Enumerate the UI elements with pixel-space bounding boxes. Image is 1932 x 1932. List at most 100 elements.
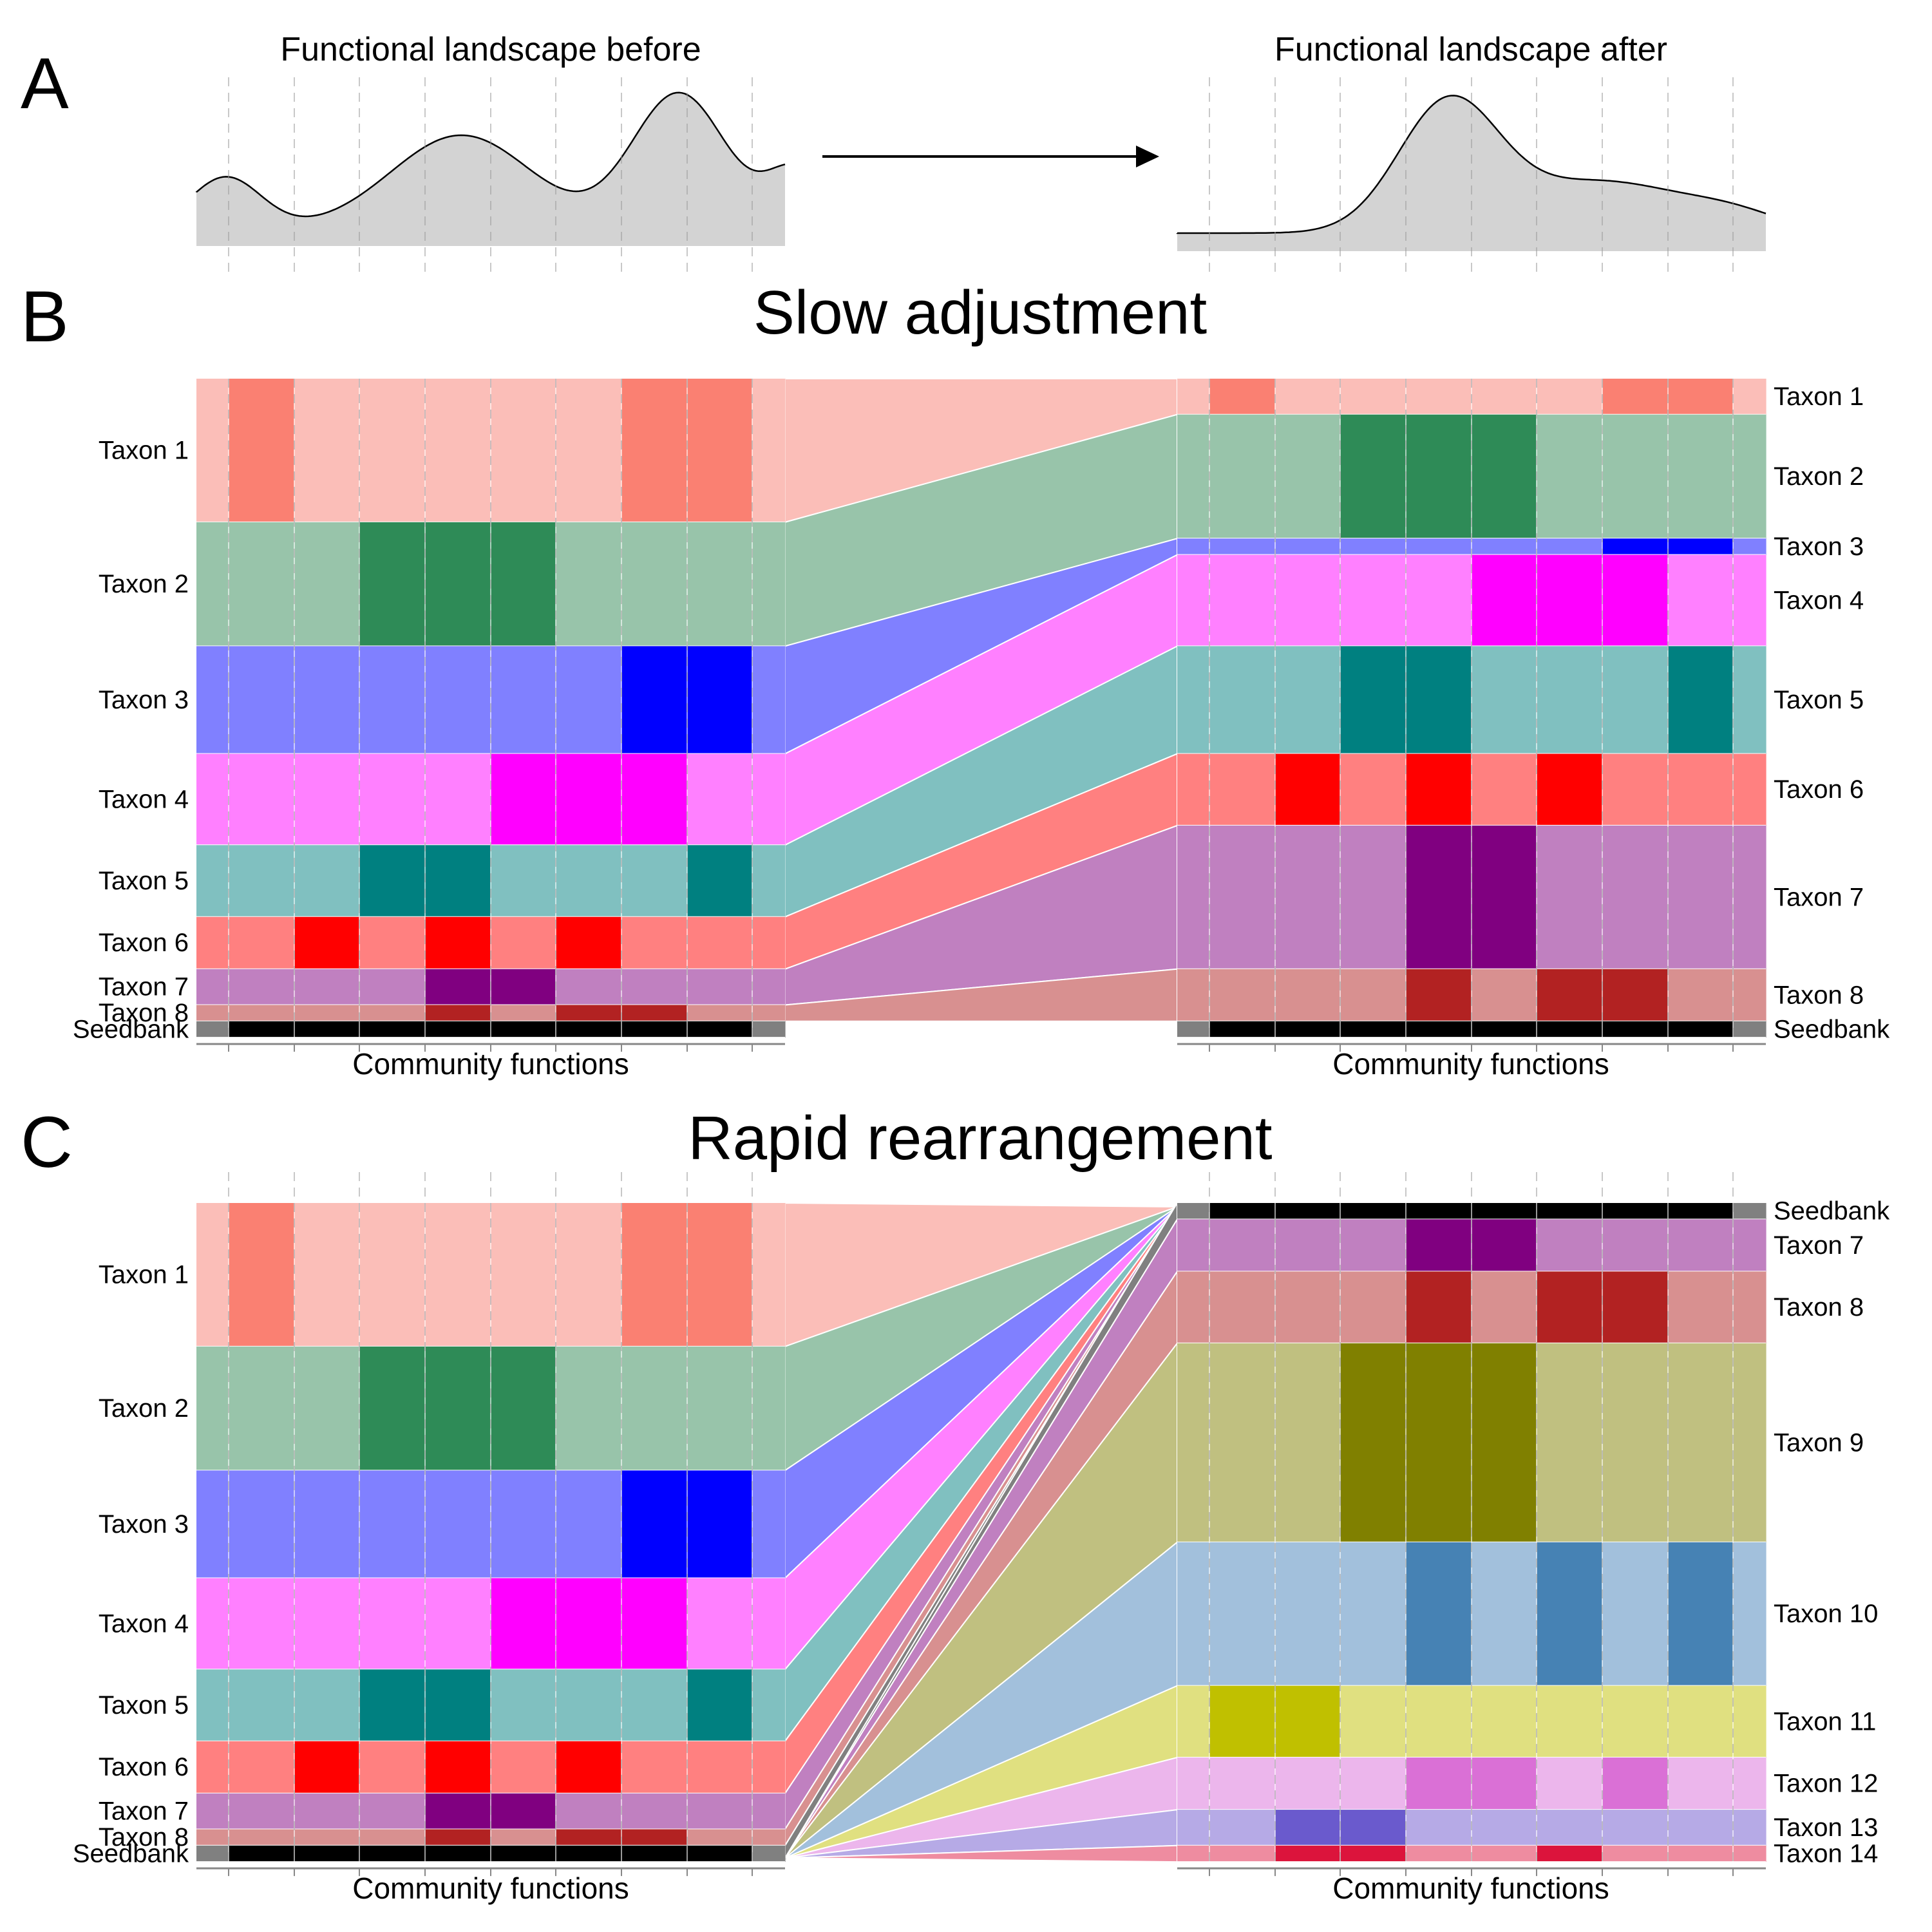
taxon-cell-taxon-13 bbox=[1733, 1810, 1766, 1846]
taxon-cell-taxon-14 bbox=[1537, 1845, 1603, 1862]
taxon-cell-seedbank bbox=[1537, 1203, 1603, 1220]
taxon-cell-taxon-8 bbox=[229, 1005, 295, 1021]
taxon-cell-taxon-8 bbox=[196, 1829, 229, 1846]
taxon-cell-taxon-4 bbox=[196, 1578, 229, 1670]
taxon-cell-taxon-14 bbox=[1668, 1845, 1734, 1862]
taxon-cell-taxon-11 bbox=[1275, 1685, 1341, 1758]
taxon-cell-taxon-1 bbox=[1668, 379, 1734, 415]
taxon-cell-taxon-5 bbox=[196, 845, 229, 917]
taxon-label-taxon-3: Taxon 3 bbox=[99, 1510, 189, 1539]
taxon-cell-taxon-7 bbox=[294, 969, 360, 1005]
taxon-label-taxon-2: Taxon 2 bbox=[99, 570, 189, 598]
taxon-cell-taxon-3 bbox=[556, 1470, 622, 1578]
taxon-cell-taxon-14 bbox=[1177, 1845, 1210, 1862]
taxon-cell-taxon-3 bbox=[1537, 538, 1603, 555]
taxon-cell-taxon-6 bbox=[1209, 753, 1276, 826]
taxon-cell-taxon-7 bbox=[1472, 1219, 1537, 1272]
taxon-cell-taxon-8 bbox=[229, 1829, 295, 1846]
taxon-label-taxon-12: Taxon 12 bbox=[1774, 1770, 1878, 1798]
taxon-cell-taxon-9 bbox=[1406, 1343, 1472, 1542]
taxon-row-seedbank: Seedbank bbox=[73, 1839, 786, 1868]
taxon-label-taxon-8: Taxon 8 bbox=[99, 999, 189, 1027]
taxon-cell-taxon-3 bbox=[1177, 538, 1210, 555]
taxon-cell-taxon-11 bbox=[1472, 1685, 1537, 1758]
taxon-cell-taxon-8 bbox=[1472, 1271, 1537, 1343]
taxon-cell-seedbank bbox=[1340, 1021, 1406, 1038]
taxon-row-taxon-2: Taxon 2 bbox=[1177, 414, 1864, 540]
taxon-cell-taxon-7 bbox=[1275, 1219, 1341, 1272]
panel-c-community-after: Seedbank Taxon 7 Taxon 8 Taxon 9 Taxon 10 Tax… bbox=[1177, 1172, 1890, 1877]
taxon-label-taxon-14: Taxon 14 bbox=[1774, 1839, 1878, 1868]
taxon-cell-taxon-5 bbox=[229, 1669, 295, 1741]
taxon-cell-taxon-3 bbox=[229, 1470, 295, 1578]
taxon-cell-taxon-3 bbox=[294, 1470, 360, 1578]
taxon-cell-seedbank bbox=[556, 1845, 622, 1862]
taxon-label-taxon-10: Taxon 10 bbox=[1774, 1600, 1878, 1628]
taxon-cell-taxon-14 bbox=[1275, 1845, 1341, 1862]
taxon-label-taxon-2: Taxon 2 bbox=[1774, 462, 1864, 491]
panel-c-flows bbox=[784, 1200, 1178, 1864]
taxon-cell-taxon-8 bbox=[294, 1005, 360, 1021]
taxon-cell-taxon-8 bbox=[425, 1005, 491, 1021]
panel-c-letter: C bbox=[21, 1102, 73, 1182]
taxon-cell-taxon-8 bbox=[1275, 969, 1341, 1021]
taxon-cell-taxon-5 bbox=[621, 1669, 688, 1741]
taxon-cell-taxon-7 bbox=[687, 969, 753, 1005]
taxon-cell-taxon-4 bbox=[491, 1578, 556, 1670]
taxon-cell-taxon-6 bbox=[1537, 753, 1603, 826]
taxon-row-taxon-8: Taxon 8 bbox=[1177, 1271, 1864, 1344]
taxon-row-seedbank: Seedbank bbox=[1177, 1197, 1890, 1226]
taxon-cell-taxon-3 bbox=[491, 1470, 556, 1578]
taxon-label-taxon-4: Taxon 4 bbox=[1774, 586, 1864, 614]
landscape-before-plot bbox=[195, 77, 786, 272]
taxon-label-taxon-1: Taxon 1 bbox=[1774, 383, 1864, 411]
taxon-row-taxon-2: Taxon 2 bbox=[99, 522, 786, 647]
taxon-cell-taxon-11 bbox=[1733, 1685, 1766, 1758]
taxon-cell-taxon-7 bbox=[229, 969, 295, 1005]
taxon-cell-taxon-10 bbox=[1406, 1542, 1472, 1686]
taxon-cell-taxon-6 bbox=[491, 916, 556, 969]
taxon-cell-taxon-8 bbox=[556, 1829, 622, 1846]
taxon-cell-taxon-6 bbox=[425, 1741, 491, 1794]
taxon-label-taxon-6: Taxon 6 bbox=[1774, 775, 1864, 804]
taxon-cell-taxon-7 bbox=[1406, 825, 1472, 969]
taxon-label-taxon-7: Taxon 7 bbox=[99, 1797, 189, 1826]
taxon-cell-taxon-4 bbox=[1537, 554, 1603, 647]
taxon-cell-taxon-6 bbox=[229, 916, 295, 969]
taxon-cell-taxon-5 bbox=[1668, 646, 1734, 754]
taxon-cell-taxon-1 bbox=[359, 379, 426, 522]
taxon-cell-taxon-7 bbox=[1209, 825, 1276, 969]
taxon-row-taxon-6: Taxon 6 bbox=[99, 916, 786, 970]
taxon-row-taxon-6: Taxon 6 bbox=[1177, 753, 1864, 826]
taxon-cell-seedbank bbox=[1275, 1021, 1341, 1038]
taxon-cell-taxon-1 bbox=[621, 379, 688, 522]
taxon-cell-seedbank bbox=[1275, 1203, 1341, 1220]
taxon-cell-taxon-5 bbox=[1537, 646, 1603, 754]
taxon-cell-taxon-10 bbox=[1733, 1542, 1766, 1686]
taxon-cell-taxon-14 bbox=[1406, 1845, 1472, 1862]
taxon-cell-taxon-7 bbox=[621, 1793, 688, 1830]
taxon-cell-taxon-3 bbox=[621, 1470, 688, 1578]
taxon-cell-taxon-8 bbox=[359, 1005, 426, 1021]
taxon-cell-seedbank bbox=[229, 1845, 295, 1862]
taxon-cell-taxon-14 bbox=[1209, 1845, 1276, 1862]
taxon-cell-taxon-5 bbox=[1340, 646, 1406, 754]
taxon-cell-taxon-6 bbox=[687, 916, 753, 969]
taxon-cell-taxon-7 bbox=[556, 969, 622, 1005]
taxon-cell-taxon-8 bbox=[621, 1829, 688, 1846]
taxon-cell-seedbank bbox=[1602, 1021, 1669, 1038]
taxon-cell-taxon-6 bbox=[556, 1741, 622, 1794]
taxon-label-taxon-3: Taxon 3 bbox=[99, 686, 189, 714]
taxon-cell-taxon-6 bbox=[1177, 753, 1210, 826]
taxon-cell-taxon-5 bbox=[556, 1669, 622, 1741]
taxon-cell-taxon-8 bbox=[1668, 1271, 1734, 1343]
taxon-label-seedbank: Seedbank bbox=[73, 1839, 189, 1868]
taxon-cell-taxon-5 bbox=[294, 845, 360, 917]
taxon-cell-taxon-2 bbox=[752, 1346, 786, 1471]
taxon-cell-taxon-5 bbox=[621, 845, 688, 917]
taxon-cell-taxon-3 bbox=[687, 1470, 753, 1578]
taxon-cell-seedbank bbox=[621, 1021, 688, 1038]
taxon-cell-seedbank bbox=[1668, 1203, 1734, 1220]
taxon-cell-seedbank bbox=[1209, 1203, 1276, 1220]
taxon-cell-taxon-5 bbox=[1406, 646, 1472, 754]
